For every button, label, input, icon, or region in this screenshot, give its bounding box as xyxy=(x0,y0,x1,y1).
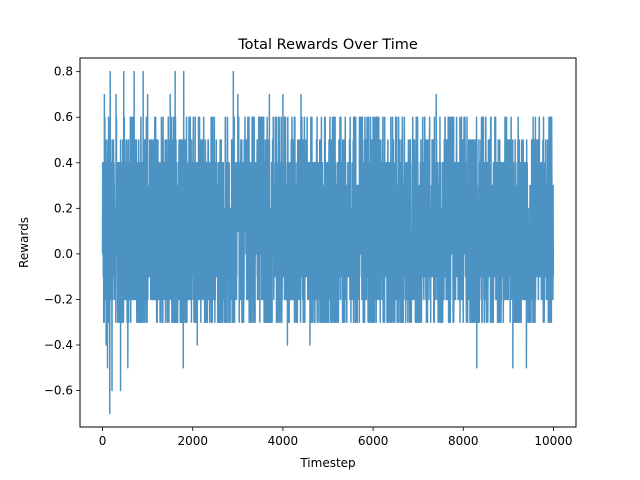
y-tick-label: 0.6 xyxy=(54,110,73,124)
x-tick-label: 2000 xyxy=(177,434,208,448)
y-tick-label: 0.0 xyxy=(54,247,73,261)
rewards-series-line xyxy=(101,70,555,415)
y-tick-label: −0.2 xyxy=(44,292,73,306)
y-tick-label: 0.8 xyxy=(54,65,73,79)
y-tick-label: 0.4 xyxy=(54,156,73,170)
series-layer xyxy=(101,70,555,415)
chart-title: Total Rewards Over Time xyxy=(237,37,418,53)
plot-frame xyxy=(79,57,577,428)
y-axis-label: Rewards xyxy=(17,217,31,268)
x-tick-label: 10000 xyxy=(534,434,572,448)
y-tick-label: −0.6 xyxy=(44,384,73,398)
x-tick-label: 4000 xyxy=(268,434,299,448)
x-tick-label: 0 xyxy=(99,434,107,448)
y-tick-label: −0.4 xyxy=(44,338,73,352)
y-tick-label: 0.2 xyxy=(54,201,73,215)
x-tick-label: 6000 xyxy=(358,434,389,448)
y-axis: −0.6 −0.4 −0.2 0.0 0.2 0.4 0.6 0.8 xyxy=(44,65,80,398)
x-tick-label: 8000 xyxy=(448,434,479,448)
x-axis: 0 2000 4000 6000 8000 10000 xyxy=(99,427,573,448)
x-axis-label: Timestep xyxy=(299,456,355,470)
